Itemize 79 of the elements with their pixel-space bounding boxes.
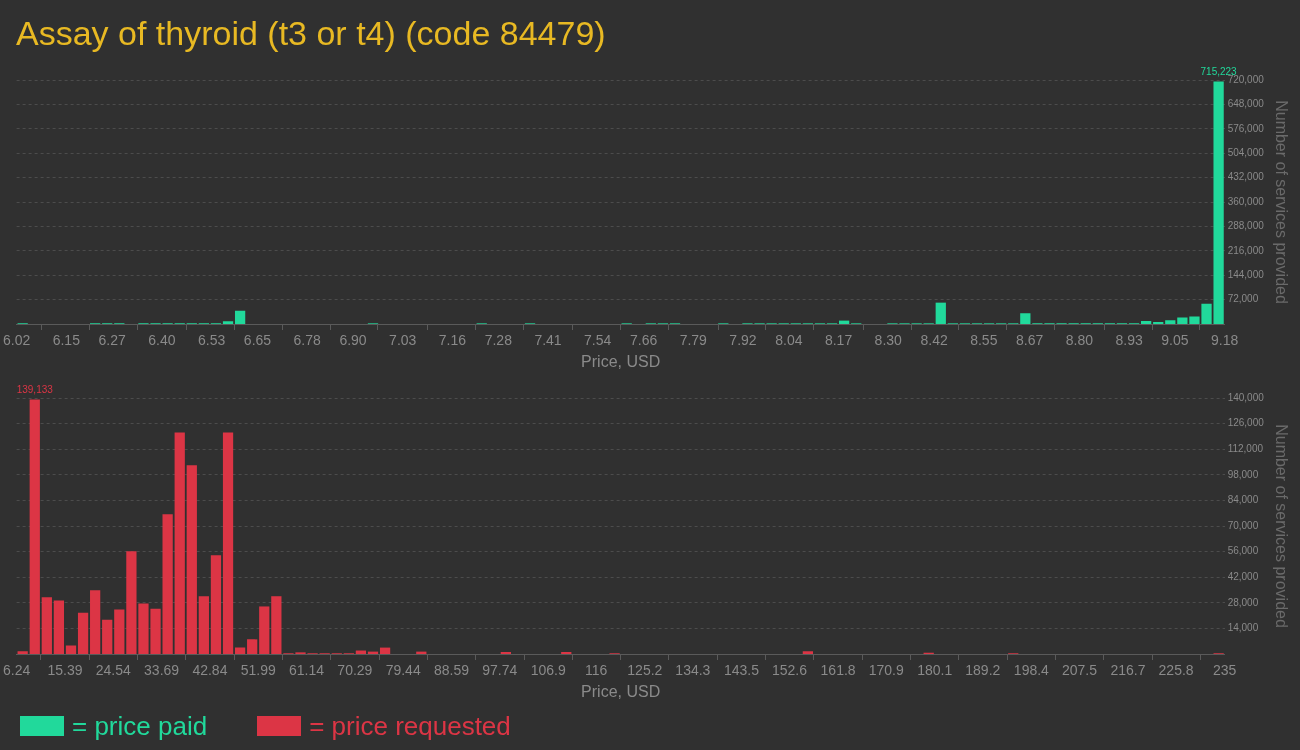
x-tick-label: 7.92 — [729, 332, 757, 349]
x-tick-label: 9.18 — [1211, 332, 1239, 349]
y-tick-label: 144,000 — [1227, 268, 1265, 280]
x-tick-label: 6.90 — [339, 332, 367, 349]
y-tick-label: 576,000 — [1227, 122, 1265, 134]
x-tick-label: 7.03 — [389, 332, 417, 349]
x-tick-label: 7.54 — [584, 332, 612, 349]
y-axis-title: Number of services provided — [1272, 424, 1290, 628]
y-tick-label: 72,000 — [1227, 293, 1259, 305]
x-tick-label: 6.65 — [243, 332, 272, 349]
data-label: 139,133 — [16, 384, 54, 396]
x-tick-label: 6.02 — [3, 332, 31, 349]
x-tick-label: 51.99 — [240, 662, 276, 679]
x-tick-label: 235 — [1212, 662, 1237, 679]
x-tick-label: 7.41 — [534, 332, 562, 349]
x-tick-label: 8.93 — [1115, 332, 1143, 349]
x-tick-label: 33.69 — [144, 662, 180, 679]
x-tick-label: 15.39 — [47, 662, 83, 679]
x-tick-label: 161.8 — [820, 662, 856, 679]
x-tick-label: 7.28 — [484, 332, 513, 349]
x-tick-label: 143.5 — [723, 662, 760, 679]
x-tick-label: 70.29 — [337, 662, 373, 679]
x-tick-label: 7.79 — [679, 332, 708, 349]
x-tick-label: 88.59 — [433, 662, 470, 679]
x-tick-label: 42.84 — [192, 662, 228, 679]
x-tick-label: 61.14 — [289, 662, 325, 679]
y-tick-label: 432,000 — [1227, 171, 1265, 183]
x-tick-label: 79.44 — [385, 662, 421, 679]
x-tick-label: 8.80 — [1065, 332, 1094, 349]
x-tick-label: 198.4 — [1013, 662, 1050, 679]
x-tick-label: 6.24 — [3, 662, 31, 679]
y-tick-label: 42,000 — [1227, 570, 1259, 582]
x-tick-label: 9.05 — [1161, 332, 1189, 349]
x-tick-label: 6.27 — [98, 332, 127, 349]
x-tick-label: 225.8 — [1158, 662, 1194, 679]
y-tick-label: 140,000 — [1227, 391, 1265, 403]
chart-title: Assay of thyroid (t3 or t4) (code 84479) — [15, 13, 607, 54]
x-tick-label: 106.9 — [530, 662, 566, 679]
y-tick-label: 28,000 — [1227, 596, 1259, 608]
x-tick-label: 8.42 — [920, 332, 948, 349]
x-axis-title: Price, USD — [581, 352, 661, 370]
y-tick-label: 648,000 — [1227, 98, 1265, 110]
x-tick-label: 207.5 — [1061, 662, 1098, 679]
y-tick-label: 126,000 — [1227, 417, 1265, 429]
y-tick-label: 98,000 — [1227, 468, 1259, 480]
x-tick-label: 8.67 — [1016, 332, 1044, 349]
x-tick-label: 6.40 — [148, 332, 176, 349]
x-tick-label: 24.54 — [95, 662, 131, 679]
x-tick-label: 134.3 — [675, 662, 711, 679]
y-tick-label: 216,000 — [1227, 244, 1265, 256]
x-tick-label: 216.7 — [1110, 662, 1146, 679]
legend-label: = price requested — [309, 710, 511, 742]
y-tick-label: 288,000 — [1227, 220, 1265, 232]
x-tick-label: 6.15 — [52, 332, 81, 349]
y-tick-label: 360,000 — [1227, 195, 1265, 207]
x-tick-label: 7.66 — [629, 332, 658, 349]
x-tick-label: 8.04 — [775, 332, 803, 349]
x-tick-label: 7.16 — [438, 332, 467, 349]
y-tick-label: 112,000 — [1227, 442, 1264, 454]
x-tick-label: 152.6 — [771, 662, 808, 679]
x-tick-label: 6.53 — [197, 332, 226, 349]
x-tick-label: 6.78 — [293, 332, 321, 349]
x-tick-label: 8.17 — [824, 332, 853, 349]
y-tick-label: 504,000 — [1227, 146, 1265, 158]
x-tick-label: 189.2 — [965, 662, 1001, 679]
legend-label: = price paid — [72, 710, 208, 742]
x-tick-label: 180.1 — [917, 662, 953, 679]
x-axis-title: Price, USD — [581, 682, 661, 700]
x-tick-label: 125.2 — [627, 662, 663, 679]
x-tick-label: 116 — [585, 662, 608, 679]
x-tick-label: 8.55 — [970, 332, 998, 349]
y-tick-label: 14,000 — [1227, 622, 1259, 634]
x-tick-label: 8.30 — [874, 332, 903, 349]
x-tick-label: 170.9 — [868, 662, 904, 679]
y-tick-label: 56,000 — [1227, 545, 1259, 557]
y-tick-label: 84,000 — [1227, 494, 1259, 506]
y-tick-label: 70,000 — [1227, 519, 1259, 531]
y-axis-title: Number of services provided — [1272, 100, 1290, 304]
x-tick-label: 97.74 — [482, 662, 518, 679]
